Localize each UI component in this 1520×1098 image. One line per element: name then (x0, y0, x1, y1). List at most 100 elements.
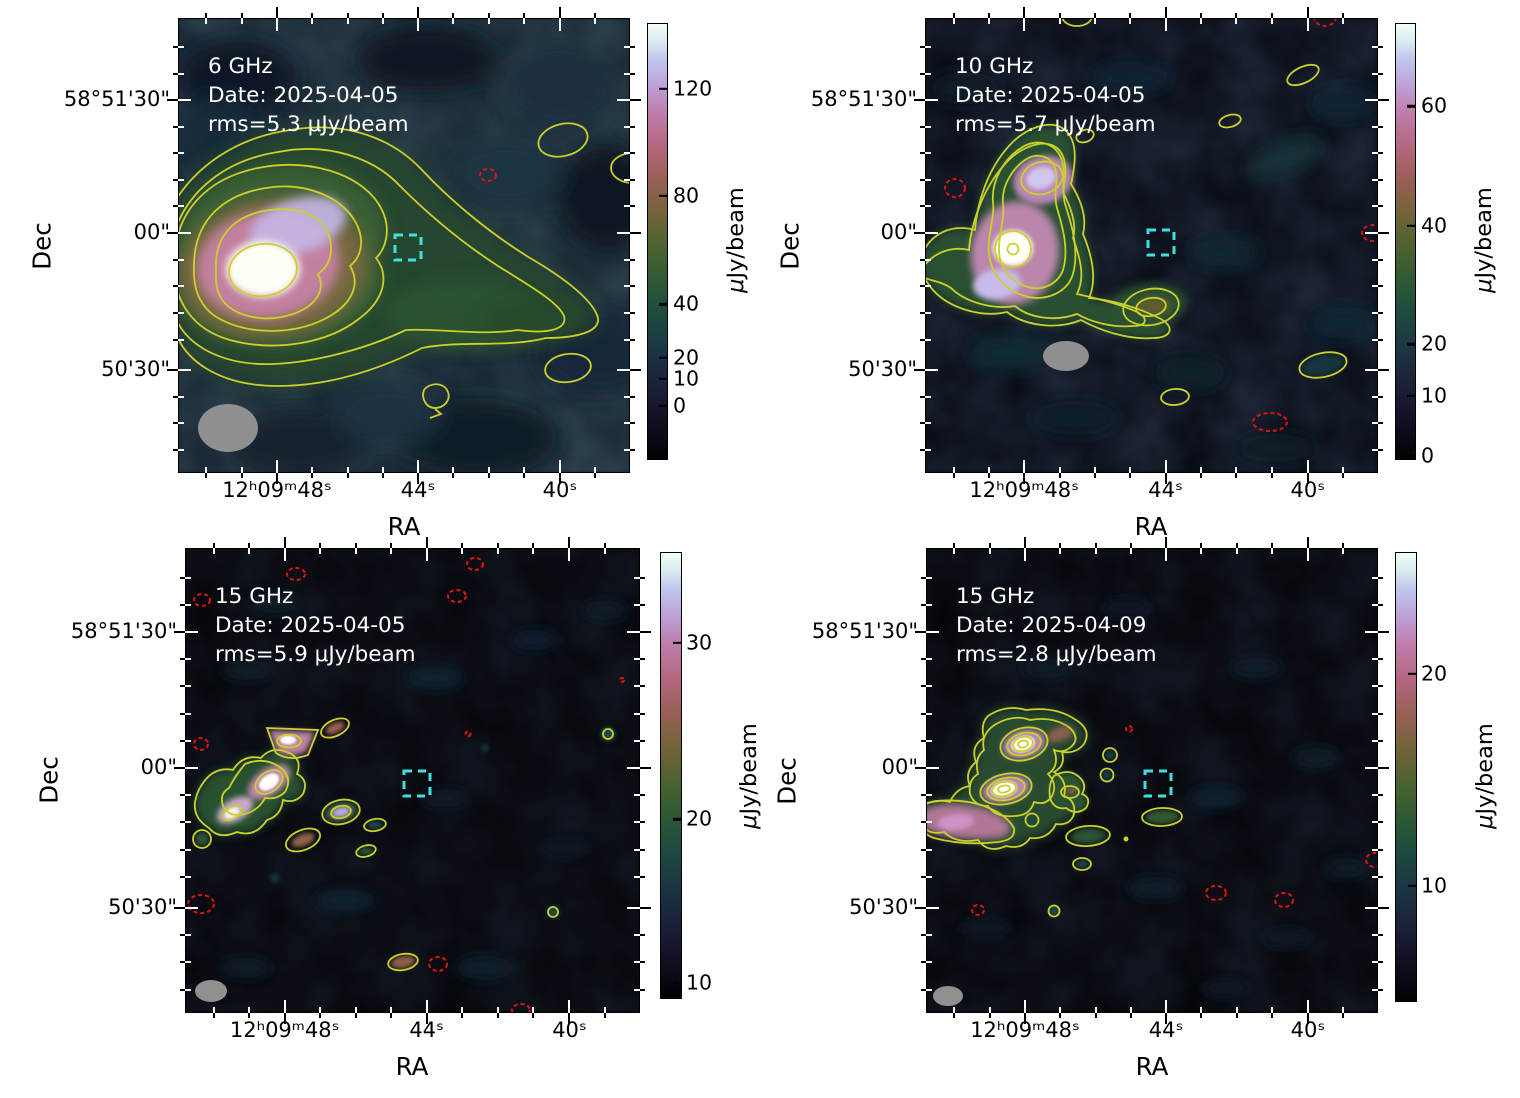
outer-tick-mark (1378, 449, 1383, 452)
inner-tick-mark (926, 576, 932, 579)
outer-tick-mark (1129, 543, 1132, 548)
outer-tick-mark (640, 848, 645, 851)
outer-tick-mark (1058, 13, 1061, 18)
colorbar-tick-mark (673, 981, 681, 985)
inner-tick-mark (346, 18, 349, 24)
inner-tick-mark (953, 548, 956, 554)
inner-tick-mark (1372, 46, 1378, 49)
outer-tick-mark (920, 46, 925, 49)
tick-label: 00" (880, 220, 917, 245)
inner-tick-mark (1093, 18, 1096, 24)
colorbar-tick-mark (1407, 454, 1415, 458)
unit-text: Jy/beam (1471, 187, 1497, 279)
target-region-box (402, 769, 432, 798)
outer-tick-mark (1023, 7, 1026, 18)
inner-tick-mark (1372, 259, 1378, 262)
negative-contours (971, 725, 1378, 916)
colorbar-tick-mark (659, 194, 667, 198)
inner-tick-mark (926, 794, 932, 797)
noise-blobs (929, 63, 1378, 462)
outer-tick-mark (1023, 1013, 1026, 1024)
inner-tick-mark (240, 467, 243, 473)
inner-tick-mark (1129, 548, 1132, 554)
inner-tick-mark (496, 1007, 499, 1013)
beam-ellipse (1043, 341, 1089, 371)
inner-tick-mark (925, 98, 938, 101)
inner-tick-mark (1306, 548, 1309, 561)
panel-annotation: 15 GHz Date: 2025-04-09 rms=2.8 μJy/beam (956, 582, 1157, 669)
inner-tick-mark (925, 125, 931, 128)
inner-tick-mark (283, 548, 286, 561)
inner-tick-mark (624, 285, 630, 288)
annotation-rms: rms=2.8 μJy/beam (956, 642, 1157, 667)
outer-tick-mark (173, 312, 178, 315)
inner-tick-mark (624, 396, 630, 398)
inner-tick-mark (496, 548, 499, 554)
colorbar-10ghz: 60 40 20 10 0 (1395, 23, 1447, 467)
outer-tick-mark (1378, 259, 1383, 262)
outer-tick-mark (630, 178, 635, 181)
inner-tick-mark (926, 961, 932, 964)
inner-tick-mark (634, 739, 640, 742)
colorbar-unit-15ghz-a: μJy/beam (736, 723, 762, 829)
inner-tick-mark (1372, 603, 1378, 606)
outer-tick-mark (630, 152, 635, 155)
positive-contours-10ghz (925, 18, 1348, 406)
inner-tick-mark (461, 1007, 464, 1013)
colorbar-tick-mark (659, 87, 667, 91)
outer-tick-mark (1093, 473, 1096, 478)
inner-tick-mark (311, 18, 314, 24)
inner-tick-mark (185, 739, 191, 742)
colorbar-unit-15ghz-b: μJy/beam (1472, 723, 1498, 829)
inner-tick-mark (1093, 467, 1096, 473)
colorbar-tick-mark (1407, 394, 1415, 398)
outer-tick-mark (1378, 934, 1383, 937)
outer-tick-mark (346, 13, 349, 18)
inner-tick-mark (926, 630, 939, 633)
outer-tick-mark (1093, 13, 1096, 18)
sky-image-15ghz-b (926, 548, 1378, 1013)
outer-tick-mark (275, 473, 278, 484)
outer-tick-mark (914, 98, 925, 101)
outer-tick-mark (1378, 961, 1383, 964)
inner-tick-mark (275, 18, 278, 31)
outer-tick-mark (173, 72, 178, 75)
inner-tick-mark (1342, 548, 1345, 554)
outer-tick-mark (558, 473, 561, 484)
outer-tick-mark (180, 875, 185, 878)
inner-tick-mark (205, 18, 208, 24)
positive-contours-15ghz-b (926, 707, 1183, 918)
outer-tick-mark (568, 1013, 571, 1024)
outer-tick-mark (180, 848, 185, 851)
colorbar-tick-mark (673, 641, 681, 645)
inner-tick-mark (634, 603, 640, 606)
inner-tick-mark (390, 548, 393, 554)
inner-tick-mark (381, 18, 384, 24)
inner-tick-mark (275, 460, 278, 473)
inner-tick-mark (354, 548, 357, 554)
outer-tick-mark (1378, 285, 1383, 288)
inner-tick-mark (1059, 548, 1062, 554)
outer-tick-mark (205, 473, 208, 478)
inner-tick-mark (487, 467, 490, 473)
y-axis-label-p2: Dec (775, 222, 805, 270)
outer-tick-mark (630, 338, 635, 341)
sky-image-15ghz-a (185, 548, 640, 1013)
outer-tick-mark (461, 543, 464, 548)
tick-label: 12ʰ09ᵐ48ˢ (222, 478, 332, 502)
inner-tick-mark (1372, 72, 1378, 75)
outer-tick-mark (283, 1013, 286, 1024)
tick-label: 00" (881, 754, 918, 779)
colorbar-tick-mark (1408, 884, 1416, 888)
inner-tick-mark (1306, 460, 1309, 473)
inner-tick-mark (624, 259, 630, 262)
inner-tick-mark (1372, 152, 1378, 155)
outer-tick-mark (174, 766, 185, 769)
outer-tick-mark (180, 685, 185, 688)
y-axis-label-p4: Dec (772, 757, 802, 805)
inner-tick-mark (1372, 658, 1378, 661)
outer-tick-mark (920, 422, 925, 425)
x-tick-labels-p1: 12ʰ09ᵐ48ˢ 44ˢ 40ˢ (178, 478, 630, 508)
colorbar-unit-10ghz: μJy/beam (1471, 187, 1497, 293)
